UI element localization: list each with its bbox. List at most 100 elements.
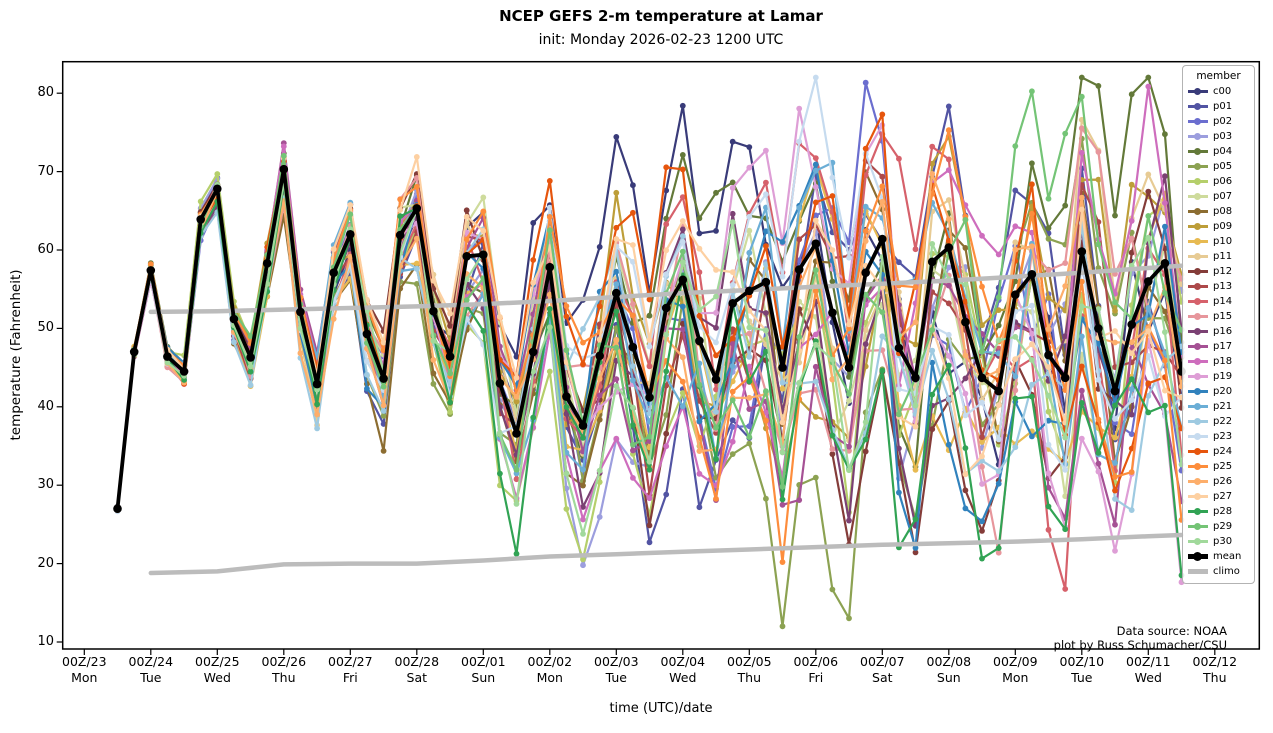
legend-entry-p05: p05 xyxy=(1183,159,1254,174)
legend-line-sample-p29 xyxy=(1188,522,1208,531)
legend-label-p10: p10 xyxy=(1213,236,1233,247)
legend-label-p05: p05 xyxy=(1213,161,1233,172)
legend-label-p20: p20 xyxy=(1213,386,1233,397)
legend-line-sample-p10 xyxy=(1188,237,1208,246)
legend-entry-p02: p02 xyxy=(1183,114,1254,129)
legend-line-sample-p03 xyxy=(1188,132,1208,141)
axes-frame xyxy=(56,60,1261,655)
legend-label-p15: p15 xyxy=(1213,311,1233,322)
x-tick-utc: 00Z/26 xyxy=(261,654,307,669)
x-tick-utc: 00Z/25 xyxy=(195,654,240,669)
x-tick-utc: 00Z/06 xyxy=(793,654,839,669)
legend-label-p12: p12 xyxy=(1213,266,1233,277)
x-tick-00Z-06: 00Z/06 Fri xyxy=(771,654,861,686)
legend-line-sample-c00 xyxy=(1188,87,1208,96)
legend-entry-p20: p20 xyxy=(1183,384,1254,399)
x-tick-weekday: Fri xyxy=(342,670,358,685)
legend-label-p18: p18 xyxy=(1213,356,1233,367)
x-tick-utc: 00Z/24 xyxy=(128,654,174,669)
legend-line-sample-p08 xyxy=(1188,207,1208,216)
credit-note: plot by Russ Schumacher/CSU xyxy=(1053,638,1227,652)
x-tick-weekday: Tue xyxy=(140,670,162,685)
x-tick-00Z-08: 00Z/08 Sun xyxy=(904,654,994,686)
mean-line xyxy=(113,164,1186,513)
x-tick-weekday: Wed xyxy=(1134,670,1162,685)
legend-label-p27: p27 xyxy=(1213,491,1233,502)
legend-entry-p22: p22 xyxy=(1183,414,1254,429)
legend-label-p25: p25 xyxy=(1213,461,1233,472)
legend-entry-p07: p07 xyxy=(1183,189,1254,204)
legend-entry-p17: p17 xyxy=(1183,339,1254,354)
data-source-note: Data source: NOAA xyxy=(1116,624,1227,638)
legend-entry-p12: p12 xyxy=(1183,264,1254,279)
legend-line-sample-p12 xyxy=(1188,267,1208,276)
legend-line-sample-p18 xyxy=(1188,357,1208,366)
legend-entry-p23: p23 xyxy=(1183,429,1254,444)
legend-line-sample-p22 xyxy=(1188,417,1208,426)
legend-line-sample-p13 xyxy=(1188,282,1208,291)
legend-entry-p18: p18 xyxy=(1183,354,1254,369)
legend-label-p07: p07 xyxy=(1213,191,1233,202)
legend-line-sample-p04 xyxy=(1188,147,1208,156)
legend-entry-mean: mean xyxy=(1183,549,1254,564)
legend-label-p29: p29 xyxy=(1213,521,1233,532)
legend-line-sample-p30 xyxy=(1188,537,1208,546)
legend-entry-p21: p21 xyxy=(1183,399,1254,414)
x-tick-weekday: Wed xyxy=(669,670,697,685)
ensemble-member-lines xyxy=(114,74,1185,630)
y-tick-30: 30 xyxy=(37,477,54,493)
y-tick-70: 70 xyxy=(37,163,54,179)
x-tick-00Z-28: 00Z/28 Sat xyxy=(372,654,462,686)
legend-line-sample-p15 xyxy=(1188,312,1208,321)
legend-label-c00: c00 xyxy=(1213,86,1232,97)
x-tick-weekday: Thu xyxy=(737,670,762,685)
legend-label-p30: p30 xyxy=(1213,536,1233,547)
legend-label-p22: p22 xyxy=(1213,416,1233,427)
x-tick-utc: 00Z/03 xyxy=(594,654,639,669)
x-tick-00Z-09: 00Z/09 Mon xyxy=(970,654,1060,686)
legend-entry-p06: p06 xyxy=(1183,174,1254,189)
x-tick-utc: 00Z/12 xyxy=(1192,654,1238,669)
legend-line-sample-p17 xyxy=(1188,342,1208,351)
y-tick-80: 80 xyxy=(37,85,54,101)
x-tick-00Z-26: 00Z/26 Thu xyxy=(239,654,329,686)
legend: member c00 p01 p02 p03 p04 p05 p06 p07 p08 p09 p10… xyxy=(1182,65,1255,584)
x-tick-00Z-25: 00Z/25 Wed xyxy=(172,654,262,686)
legend-label-p17: p17 xyxy=(1213,341,1233,352)
legend-label-p26: p26 xyxy=(1213,476,1233,487)
legend-label-p28: p28 xyxy=(1213,506,1233,517)
legend-label-p14: p14 xyxy=(1213,296,1233,307)
x-tick-utc: 00Z/07 xyxy=(860,654,905,669)
legend-entry-p03: p03 xyxy=(1183,129,1254,144)
chart-subtitle: init: Monday 2026-02-23 1200 UTC xyxy=(538,32,784,48)
legend-entry-p25: p25 xyxy=(1183,459,1254,474)
legend-entry-p11: p11 xyxy=(1183,249,1254,264)
legend-line-sample-p24 xyxy=(1188,447,1208,456)
legend-entry-p08: p08 xyxy=(1183,204,1254,219)
legend-line-sample-p28 xyxy=(1188,507,1208,516)
legend-label-mean: mean xyxy=(1213,551,1242,562)
legend-entry-p04: p04 xyxy=(1183,144,1254,159)
legend-entry-p15: p15 xyxy=(1183,309,1254,324)
x-tick-weekday: Sat xyxy=(872,670,893,685)
legend-line-sample-p19 xyxy=(1188,372,1208,381)
legend-line-sample-climo xyxy=(1188,567,1208,576)
legend-entry-p09: p09 xyxy=(1183,219,1254,234)
legend-line-sample-p25 xyxy=(1188,462,1208,471)
legend-line-sample-p01 xyxy=(1188,102,1208,111)
legend-line-sample-p05 xyxy=(1188,162,1208,171)
x-tick-weekday: Tue xyxy=(1071,670,1093,685)
x-tick-weekday: Sun xyxy=(936,670,961,685)
x-tick-00Z-12: 00Z/12 Thu xyxy=(1170,654,1260,686)
legend-entry-p14: p14 xyxy=(1183,294,1254,309)
legend-label-p21: p21 xyxy=(1213,401,1233,412)
x-tick-utc: 00Z/27 xyxy=(328,654,373,669)
y-tick-50: 50 xyxy=(37,320,54,336)
x-tick-00Z-05: 00Z/05 Thu xyxy=(704,654,794,686)
x-tick-utc: 00Z/09 xyxy=(993,654,1038,669)
legend-line-sample-p26 xyxy=(1188,477,1208,486)
x-tick-00Z-02: 00Z/02 Mon xyxy=(505,654,595,686)
x-tick-utc: 00Z/02 xyxy=(527,654,573,669)
